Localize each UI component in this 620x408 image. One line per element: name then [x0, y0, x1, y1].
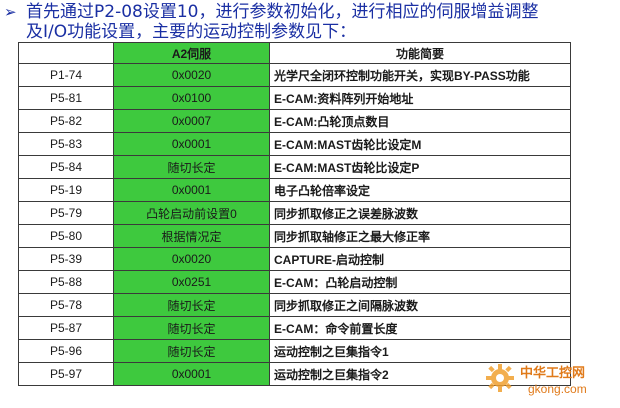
param-code: P5-82: [18, 109, 114, 133]
param-description: 运动控制之巨集指令1: [269, 339, 571, 363]
param-description: CAPTURE-启动控制: [269, 247, 571, 271]
param-value: 0x0001: [113, 178, 270, 202]
param-value: 随切长定: [113, 155, 270, 179]
param-description: E-CAM:凸轮顶点数目: [269, 109, 571, 133]
param-code: P5-80: [18, 224, 114, 248]
table-row: P5-96 随切长定 运动控制之巨集指令1: [18, 339, 571, 363]
param-value: 根据情况定: [113, 224, 270, 248]
param-value: 0x0100: [113, 86, 270, 110]
header-param: [18, 42, 114, 64]
param-description: E-CAM：命令前置长度: [269, 316, 571, 340]
param-description: 同步抓取轴修正之最大修正率: [269, 224, 571, 248]
table-header-row: A2伺服 功能简要: [18, 42, 571, 64]
watermark-url: gkong.com: [528, 382, 587, 396]
parameter-table: A2伺服 功能简要 P1-74 0x0020 光学尺全闭环控制功能开关，实现BY…: [18, 42, 571, 386]
table-row: P5-87 随切长定 E-CAM：命令前置长度: [18, 316, 571, 340]
param-value: 0x0007: [113, 109, 270, 133]
param-code: P5-83: [18, 132, 114, 156]
param-value: 0x0001: [113, 132, 270, 156]
param-code: P5-96: [18, 339, 114, 363]
table-row: P5-39 0x0020 CAPTURE-启动控制: [18, 247, 571, 271]
param-code: P5-78: [18, 293, 114, 317]
table-row: P5-80 根据情况定 同步抓取轴修正之最大修正率: [18, 224, 571, 248]
arrow-bullet-icon: ➢: [4, 3, 17, 21]
param-code: P5-97: [18, 362, 114, 386]
heading-line-1: 首先通过P2-08设置10，进行参数初始化，进行相应的伺服增益调整: [26, 2, 539, 22]
param-description: E-CAM:MAST齿轮比设定M: [269, 132, 571, 156]
slide-heading: ➢ 首先通过P2-08设置10，进行参数初始化，进行相应的伺服增益调整 及I/O功…: [4, 2, 616, 42]
param-code: P5-84: [18, 155, 114, 179]
param-code: P5-81: [18, 86, 114, 110]
param-value: 0x0001: [113, 362, 270, 386]
param-value: 随切长定: [113, 293, 270, 317]
header-function: 功能简要: [269, 42, 571, 64]
param-description: 同步抓取修正之误差脉波数: [269, 201, 571, 225]
param-code: P5-19: [18, 178, 114, 202]
header-a2-servo: A2伺服: [113, 42, 270, 64]
table-row: P5-84 随切长定 E-CAM:MAST齿轮比设定P: [18, 155, 571, 179]
heading-line-2: 及I/O功能设置，主要的运动控制参数见下：: [26, 22, 357, 42]
param-code: P5-39: [18, 247, 114, 271]
table-row: P5-83 0x0001 E-CAM:MAST齿轮比设定M: [18, 132, 571, 156]
table-row: P5-82 0x0007 E-CAM:凸轮顶点数目: [18, 109, 571, 133]
param-description: E-CAM：凸轮启动控制: [269, 270, 571, 294]
watermark-logo: 中华工控网 gkong.com: [484, 358, 614, 402]
table-row: P5-88 0x0251 E-CAM：凸轮启动控制: [18, 270, 571, 294]
param-description: E-CAM:MAST齿轮比设定P: [269, 155, 571, 179]
table-row: P5-97 0x0001 运动控制之巨集指令2: [18, 362, 571, 386]
param-value: 0x0020: [113, 63, 270, 87]
param-description: E-CAM:资料阵列开始地址: [269, 86, 571, 110]
table-row: P5-81 0x0100 E-CAM:资料阵列开始地址: [18, 86, 571, 110]
table-row: P5-78 随切长定 同步抓取修正之间隔脉波数: [18, 293, 571, 317]
param-value: 0x0020: [113, 247, 270, 271]
param-value: 0x0251: [113, 270, 270, 294]
param-code: P1-74: [18, 63, 114, 87]
param-value: 随切长定: [113, 339, 270, 363]
table-row: P5-79 凸轮启动前设置0 同步抓取修正之误差脉波数: [18, 201, 571, 225]
param-code: P5-87: [18, 316, 114, 340]
param-value: 随切长定: [113, 316, 270, 340]
table-row: P1-74 0x0020 光学尺全闭环控制功能开关，实现BY-PASS功能: [18, 63, 571, 87]
param-value: 凸轮启动前设置0: [113, 201, 270, 225]
table-row: P5-19 0x0001 电子凸轮倍率设定: [18, 178, 571, 202]
gear-logo-icon: [486, 364, 514, 392]
param-description: 光学尺全闭环控制功能开关，实现BY-PASS功能: [269, 63, 571, 87]
param-code: P5-88: [18, 270, 114, 294]
watermark-text: 中华工控网: [520, 366, 586, 381]
param-description: 同步抓取修正之间隔脉波数: [269, 293, 571, 317]
param-description: 电子凸轮倍率设定: [269, 178, 571, 202]
param-code: P5-79: [18, 201, 114, 225]
